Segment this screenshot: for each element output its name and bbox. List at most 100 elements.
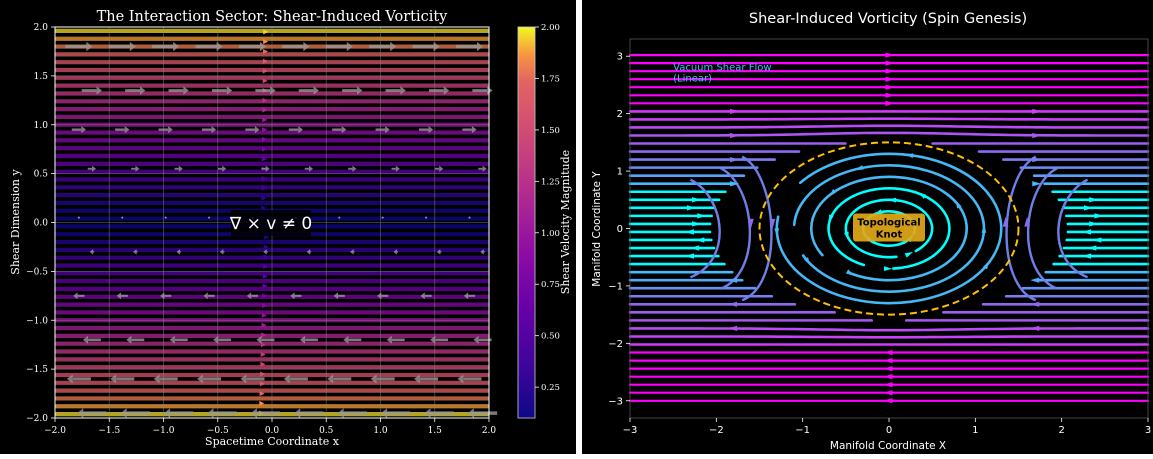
flow-arrow (294, 408, 324, 418)
shear-flow-arrow (684, 229, 694, 235)
x-tick-label: −1.5 (98, 426, 120, 436)
shear-flow-arrow (883, 365, 893, 372)
flow-arrow (350, 248, 355, 255)
y-tick-label: −1 (608, 281, 623, 292)
vacuum-flow-label: Vacuum Shear Flow (673, 63, 771, 74)
center-flow-marker (262, 58, 268, 64)
vortex-arrow (803, 257, 811, 266)
shear-flow-arrow (1030, 325, 1040, 332)
vortex-streamline (827, 187, 951, 270)
colorbar-tick-labels: 0.25 0.50 0.75 1.00 1.25 1.50 1.75 2.00 (535, 23, 560, 393)
flow-arrow (342, 86, 363, 95)
center-flow-marker (262, 78, 268, 84)
shear-flow-arrow (883, 382, 893, 388)
flow-arrow (290, 292, 302, 300)
inner-vortex-streamlines (775, 152, 1003, 305)
colorbar-tick-label: 1.25 (541, 177, 560, 187)
center-flow-marker (261, 332, 267, 338)
flow-arrow (299, 335, 318, 344)
x-tick-label: 0.5 (319, 426, 334, 436)
x-tick-label: 0 (886, 425, 892, 436)
flow-arrow (255, 86, 276, 95)
shear-flow-arrow (692, 197, 702, 203)
flow-arrow (381, 408, 411, 418)
vortex-streamline (792, 164, 986, 293)
flow-arrow (152, 41, 180, 52)
wrapping-streamline (1027, 167, 1058, 290)
flow-arrow (131, 165, 140, 172)
center-flow-marker (263, 254, 269, 260)
center-flow-marker (259, 391, 265, 397)
shear-flow-arrow (695, 237, 705, 243)
knot-label-box: Topological Knot (853, 213, 925, 242)
shear-flow-arrow (728, 277, 738, 283)
flow-arrow (375, 125, 390, 134)
shear-flow-arrow (885, 52, 895, 58)
shear-flow-arrow (1082, 253, 1092, 259)
shear-streamline (628, 335, 1150, 339)
y-tick-label: −1.5 (26, 365, 48, 375)
y-tick-label: −1.0 (26, 316, 48, 326)
flow-arrow (282, 41, 310, 52)
colorbar-tick-label: 2.00 (541, 23, 560, 33)
wrapping-arrow (769, 218, 776, 229)
shear-flow-arrow (684, 253, 694, 259)
flow-arrow (87, 165, 97, 172)
vortex-streamline (810, 175, 968, 282)
center-flow-marker (261, 146, 267, 152)
shear-flow-arrow (1089, 197, 1099, 203)
center-flow-marker (262, 107, 268, 113)
flow-arrow (338, 216, 341, 219)
flow-arrow (337, 408, 367, 418)
center-flow-marker (262, 68, 268, 74)
flow-arrow (261, 165, 270, 172)
flow-arrow (65, 41, 93, 52)
flow-arrow (110, 374, 135, 384)
shear-flow-arrow (728, 325, 738, 332)
shear-flow-arrow (686, 205, 696, 211)
colorbar-tick-label: 0.50 (541, 332, 560, 342)
flow-arrow (369, 41, 397, 52)
shear-streamline (628, 327, 1150, 332)
flow-arrow (66, 374, 91, 384)
vortex-streamline (775, 152, 1003, 305)
flow-arrow (174, 165, 183, 172)
wrapping-streamline (1005, 155, 1037, 302)
center-flow-marker (260, 371, 266, 377)
flow-arrow (125, 86, 146, 95)
flow-arrow (418, 125, 434, 134)
center-flow-marker (262, 136, 268, 142)
shear-flow-arrow (690, 245, 700, 251)
center-flow-marker (263, 48, 269, 54)
vortex-arrow (883, 266, 893, 271)
y-tick-label: 2 (617, 109, 623, 120)
vortex-streamline (844, 198, 934, 259)
shear-flow-arrow (885, 60, 895, 66)
shear-flow-arrow (885, 84, 895, 90)
flow-arrow (133, 248, 138, 255)
vortex-arrow (982, 261, 990, 270)
y-axis-label: Shear Dimension y (9, 169, 22, 275)
flow-arrow (73, 292, 85, 300)
y-tick-label: 0.0 (34, 219, 49, 229)
flow-arrow (238, 41, 266, 52)
knot-label-line2: Knot (876, 230, 903, 241)
vortex-arrow (904, 251, 914, 258)
flow-arrow (391, 165, 400, 172)
shear-flow-arrow (1030, 277, 1040, 283)
x-tick-label: 1.0 (373, 426, 388, 436)
x-tick-label: −2 (709, 425, 724, 436)
flow-arrow (207, 408, 237, 418)
vortex-arrow (774, 228, 780, 237)
shear-flow-arrow (730, 156, 740, 163)
x-tick-label: −0.5 (207, 426, 229, 436)
wrapping-arrow (1024, 216, 1031, 227)
flow-arrow (197, 374, 222, 384)
flow-arrow (176, 248, 181, 255)
shear-flow-arrow (1087, 245, 1097, 251)
y-tick-label: 2.0 (34, 23, 49, 33)
center-flow-marker (263, 29, 269, 35)
flow-arrow (414, 374, 439, 384)
shear-flow-arrow (1032, 181, 1042, 187)
shear-flow-arrow (1094, 213, 1104, 219)
